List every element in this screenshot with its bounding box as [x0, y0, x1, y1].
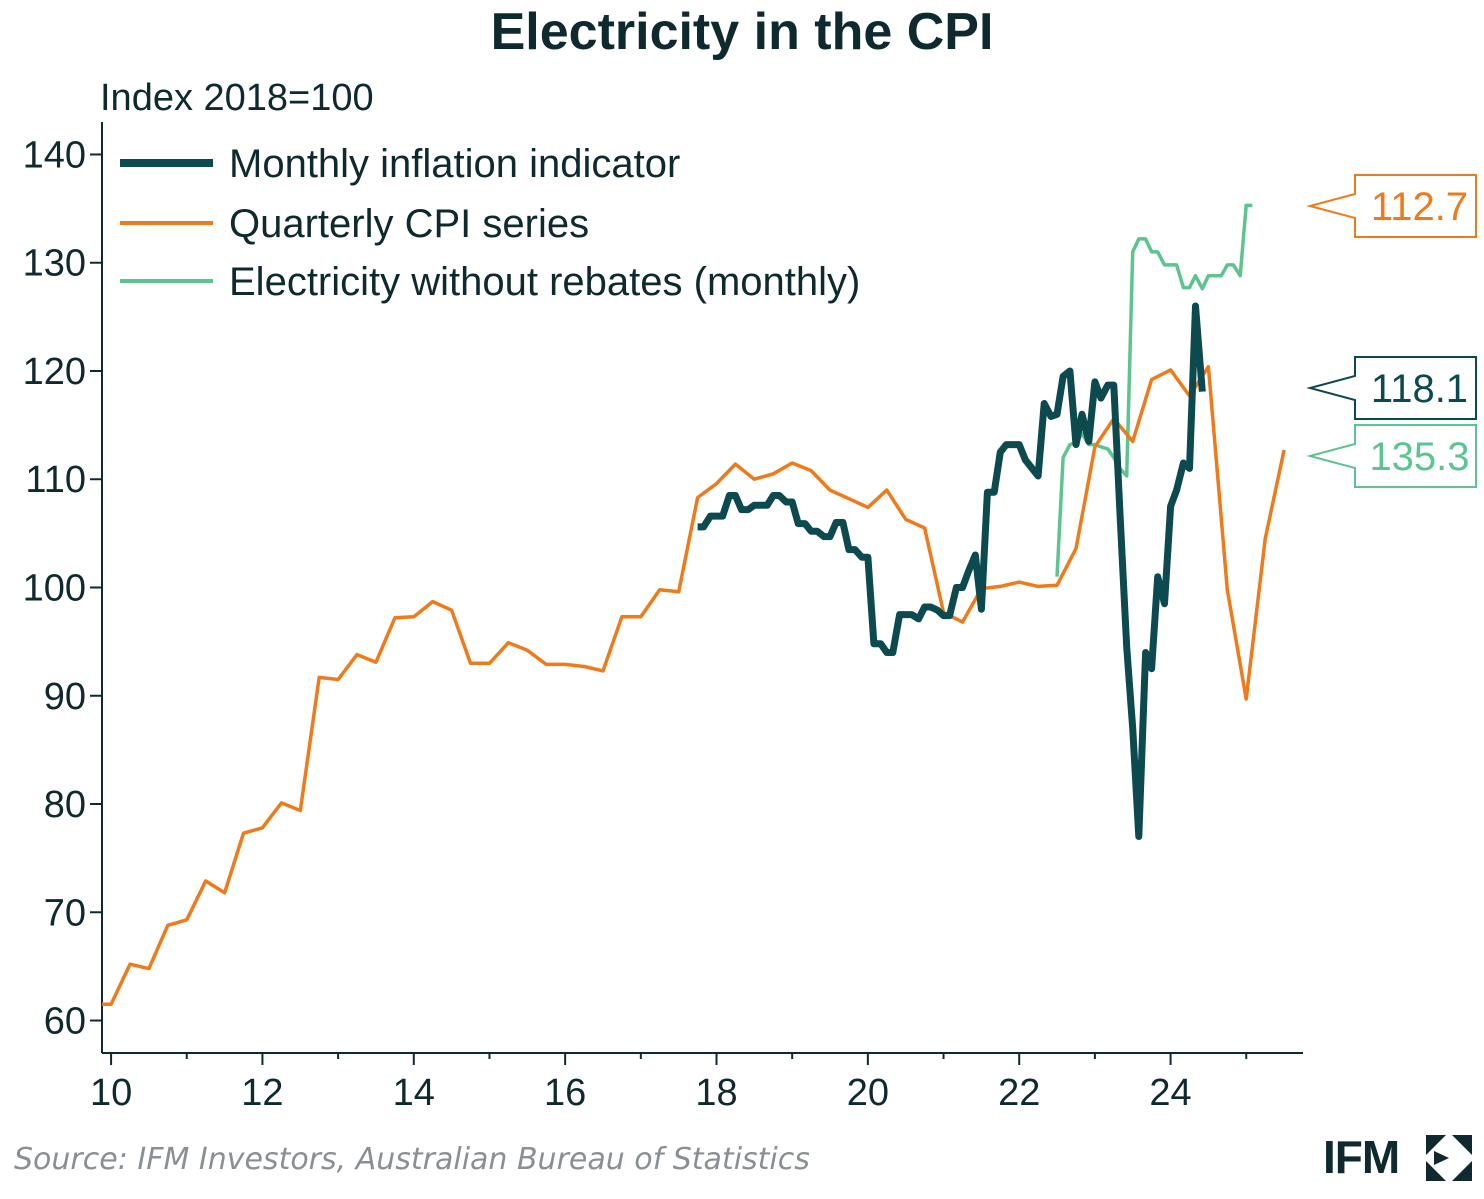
end-label-box: [1306, 174, 1477, 238]
ifm-logo-mark-icon: [1426, 1135, 1472, 1181]
brand-name: IFM: [1323, 1131, 1400, 1183]
end-label-value: 112.7: [1371, 185, 1468, 229]
chart-title: Electricity in the CPI: [490, 3, 994, 61]
y-tick-label: 80: [44, 784, 86, 826]
end-label-value: 118.1: [1371, 367, 1468, 411]
end-label-box: [1306, 424, 1477, 488]
y-axis-label: Index 2018=100: [100, 77, 374, 119]
series-line-2: [102, 364, 1286, 1007]
y-tick-label: 60: [44, 1001, 86, 1043]
x-tick-label: 18: [695, 1072, 737, 1114]
axes: 60 70 80 90 100 110 120 130 140 10 12 14 16 18 20 22 24: [23, 122, 1303, 1114]
y-tick-label: 130: [23, 243, 86, 285]
legend-label: Quarterly CPI series: [229, 202, 589, 246]
y-tick-label: 70: [44, 892, 86, 934]
legend-label: Monthly inflation indicator: [229, 142, 680, 186]
x-tick-label: 20: [847, 1072, 889, 1114]
y-tick-label: 100: [23, 568, 86, 610]
x-tick-label: 24: [1149, 1072, 1191, 1114]
end-labels: 118.1 112.7 135.3: [1306, 174, 1477, 488]
y-tick-label: 120: [23, 351, 86, 393]
series-line-1: [697, 302, 1206, 840]
x-tick-label: 14: [393, 1072, 435, 1114]
x-tick-label: 10: [90, 1072, 132, 1114]
end-label-box: [1306, 356, 1477, 420]
x-tick-label: 22: [998, 1072, 1040, 1114]
x-tick-label: 12: [241, 1072, 283, 1114]
y-tick-label: 90: [44, 676, 86, 718]
y-tick-label: 110: [25, 459, 86, 501]
y-tick-label: 140: [23, 134, 86, 176]
legend: Monthly inflation indicator Quarterly CPI…: [120, 142, 860, 304]
source-note: Source: IFM Investors, Australian Bureau…: [14, 1142, 810, 1177]
x-tick-label: 16: [544, 1072, 586, 1114]
legend-label: Electricity without rebates (monthly): [229, 260, 860, 304]
end-label-value: 135.3: [1369, 435, 1469, 479]
series-lines: [102, 203, 1286, 1007]
